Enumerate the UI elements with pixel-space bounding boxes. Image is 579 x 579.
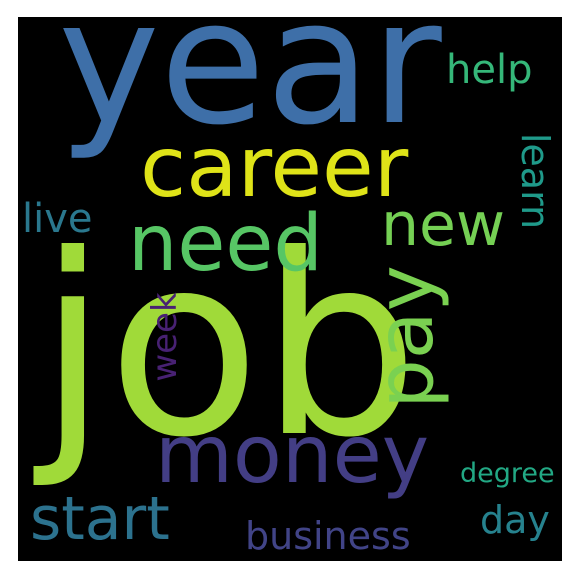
word-help: help (446, 47, 533, 93)
word-live: live (22, 196, 93, 242)
word-need: need (128, 199, 323, 289)
word-business: business (245, 514, 411, 558)
word-new: new (381, 190, 506, 260)
word-degree: degree (460, 458, 555, 489)
word-job: job (38, 201, 420, 492)
word-learn: learn (513, 132, 557, 230)
word-career: career (140, 118, 409, 216)
word-day: day (480, 498, 550, 542)
word-week: week (145, 292, 185, 382)
word-start: start (30, 484, 170, 554)
word-pay: pay (361, 265, 451, 409)
word-cloud: job year career need money pay new start… (18, 17, 562, 561)
word-year: year (58, 17, 442, 163)
word-money: money (155, 408, 430, 501)
